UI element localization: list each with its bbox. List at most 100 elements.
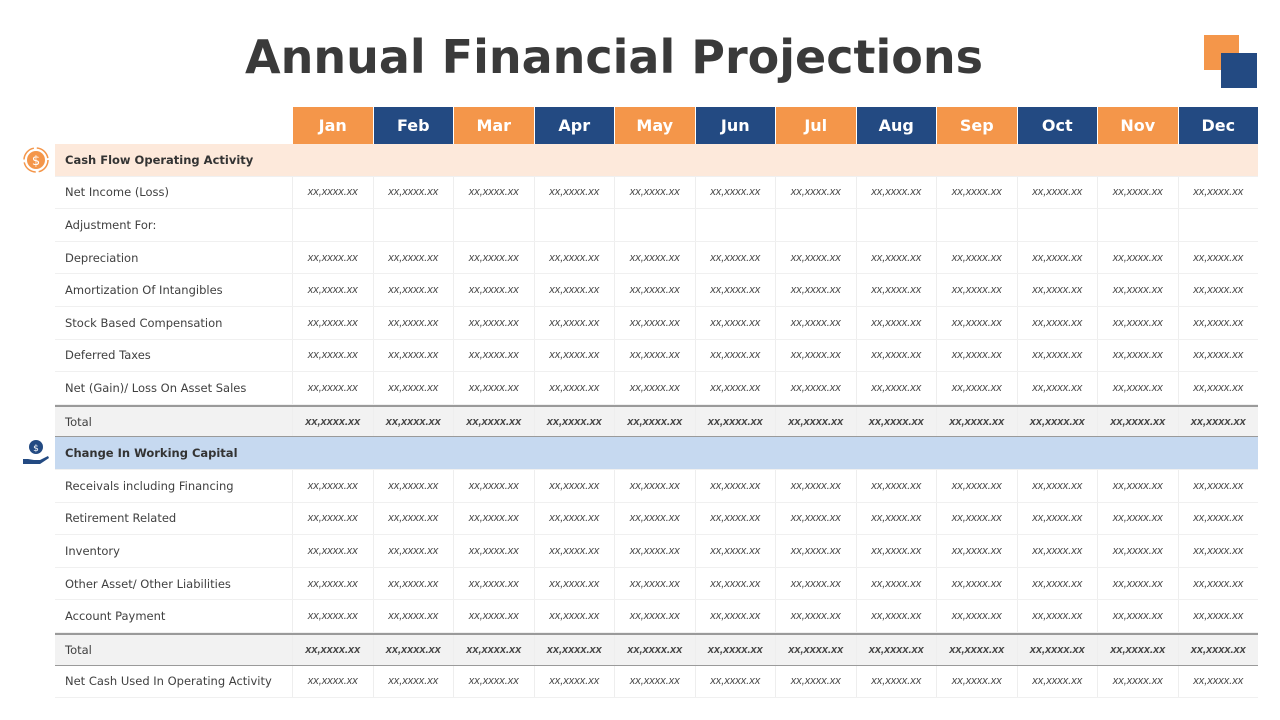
- value-cell: xx,xxxx.xx: [372, 241, 454, 274]
- value-cell: xx,xxxx.xx: [292, 372, 373, 404]
- value-cell: xx,xxxx.xx: [292, 600, 373, 632]
- value-cell: [1177, 209, 1259, 241]
- value-cell: [292, 209, 373, 241]
- value-cell: xx,xxxx.xx: [453, 469, 534, 502]
- value-cell: xx,xxxx.xx: [1097, 274, 1178, 306]
- value-cell: xx,xxxx.xx: [614, 339, 695, 372]
- value-cell: xx,xxxx.xx: [1097, 339, 1178, 372]
- value-cell: xx,xxxx.xx: [453, 502, 534, 535]
- value-cell: xx,xxxx.xx: [372, 274, 454, 306]
- month-header: Aug: [855, 107, 936, 144]
- value-cell: xx,xxxx.xx: [694, 339, 776, 372]
- value-cell: xx,xxxx.xx: [855, 339, 937, 372]
- value-cell: xx,xxxx.xx: [855, 274, 937, 306]
- month-header: Apr: [533, 107, 614, 144]
- value-cell: xx,xxxx.xx: [694, 372, 776, 404]
- month-header: Jul: [775, 107, 856, 144]
- value-cell: xx,xxxx.xx: [614, 567, 695, 600]
- value-cell: xx,xxxx.xx: [1177, 665, 1259, 698]
- value-cell: xx,xxxx.xx: [855, 634, 937, 665]
- value-cell: [533, 209, 615, 241]
- value-cell: xx,xxxx.xx: [775, 274, 856, 306]
- value-cell: xx,xxxx.xx: [855, 406, 937, 437]
- value-cell: xx,xxxx.xx: [936, 406, 1017, 437]
- value-cell: [936, 209, 1017, 241]
- hand-coin-icon: $: [22, 439, 50, 467]
- value-cell: xx,xxxx.xx: [1177, 535, 1259, 567]
- month-header: Mar: [453, 107, 534, 144]
- row-label: Receivals including Financing: [65, 478, 234, 493]
- dollar-cycle-icon: $: [22, 146, 50, 174]
- value-cell: xx,xxxx.xx: [936, 535, 1017, 567]
- value-cell: xx,xxxx.xx: [1016, 339, 1098, 372]
- value-cell: xx,xxxx.xx: [614, 176, 695, 209]
- value-cell: xx,xxxx.xx: [1177, 406, 1259, 437]
- value-cell: xx,xxxx.xx: [533, 306, 615, 339]
- table-row: Net (Gain)/ Loss On Asset Sales xx,xxxx.x…: [55, 372, 1258, 405]
- row-label: Net Cash Used In Operating Activity: [65, 674, 272, 689]
- value-cell: xx,xxxx.xx: [855, 372, 937, 404]
- value-cell: [855, 209, 937, 241]
- month-header: Dec: [1177, 107, 1258, 144]
- value-cell: xx,xxxx.xx: [855, 535, 937, 567]
- value-cell: xx,xxxx.xx: [694, 535, 776, 567]
- value-cell: xx,xxxx.xx: [1016, 634, 1098, 665]
- value-cell: xx,xxxx.xx: [694, 469, 776, 502]
- value-cell: xx,xxxx.xx: [1097, 567, 1178, 600]
- value-cell: xx,xxxx.xx: [453, 600, 534, 632]
- value-cell: xx,xxxx.xx: [533, 600, 615, 632]
- value-cell: xx,xxxx.xx: [694, 665, 776, 698]
- value-cell: [372, 209, 454, 241]
- value-cell: xx,xxxx.xx: [533, 502, 615, 535]
- value-cell: xx,xxxx.xx: [372, 372, 454, 404]
- section-header: $ Cash Flow Operating Activity: [23, 144, 1258, 177]
- value-cell: xx,xxxx.xx: [775, 567, 856, 600]
- svg-text:$: $: [32, 154, 40, 169]
- value-cell: xx,xxxx.xx: [614, 274, 695, 306]
- month-header: Sep: [936, 107, 1017, 144]
- value-cell: xx,xxxx.xx: [1016, 406, 1098, 437]
- value-cell: xx,xxxx.xx: [1097, 600, 1178, 632]
- value-cell: xx,xxxx.xx: [1177, 469, 1259, 502]
- value-cell: xx,xxxx.xx: [775, 339, 856, 372]
- month-header: May: [614, 107, 695, 144]
- value-cell: xx,xxxx.xx: [292, 306, 373, 339]
- total-row: Total xx,xxxx.xx xx,xxxx.xx xx,xxxx.xx xx,xx…: [55, 404, 1259, 438]
- table-row: Adjustment For:: [55, 209, 1258, 242]
- table-row: Deferred Taxes xx,xxxx.xx xx,xxxx.xx xx,xxx…: [55, 339, 1259, 373]
- value-cell: xx,xxxx.xx: [1097, 502, 1178, 535]
- value-cell: [614, 209, 695, 241]
- value-cell: xx,xxxx.xx: [292, 339, 373, 372]
- value-cell: xx,xxxx.xx: [775, 665, 856, 698]
- decorative-blue-square: [1221, 53, 1257, 88]
- value-cell: xx,xxxx.xx: [614, 469, 695, 502]
- value-cell: [1016, 209, 1098, 241]
- value-cell: [453, 209, 534, 241]
- value-cell: xx,xxxx.xx: [533, 241, 615, 274]
- value-cell: xx,xxxx.xx: [614, 634, 695, 665]
- net-cash-row: Net Cash Used In Operating Activity xx,xx…: [55, 665, 1259, 699]
- value-cell: xx,xxxx.xx: [694, 567, 776, 600]
- value-cell: xx,xxxx.xx: [1097, 241, 1178, 274]
- value-cell: [694, 209, 776, 241]
- value-cell: xx,xxxx.xx: [936, 502, 1017, 535]
- section-header: $ Change In Working Capital: [23, 437, 1258, 470]
- row-label: Depreciation: [65, 250, 139, 265]
- table-row: Amortization Of Intangibles xx,xxxx.xx xx,…: [55, 274, 1258, 307]
- value-cell: xx,xxxx.xx: [292, 406, 373, 437]
- value-cell: xx,xxxx.xx: [453, 176, 534, 209]
- value-cell: xx,xxxx.xx: [1177, 339, 1259, 372]
- value-cell: xx,xxxx.xx: [453, 274, 534, 306]
- value-cell: xx,xxxx.xx: [1097, 535, 1178, 567]
- month-header: Jan: [292, 107, 373, 144]
- value-cell: xx,xxxx.xx: [372, 535, 454, 567]
- value-cell: xx,xxxx.xx: [1097, 306, 1178, 339]
- value-cell: xx,xxxx.xx: [372, 176, 454, 209]
- value-cell: xx,xxxx.xx: [855, 176, 937, 209]
- value-cell: xx,xxxx.xx: [533, 274, 615, 306]
- value-cell: xx,xxxx.xx: [1016, 665, 1098, 698]
- value-cell: xx,xxxx.xx: [775, 372, 856, 404]
- value-cell: xx,xxxx.xx: [694, 176, 776, 209]
- table-row: Stock Based Compensation xx,xxxx.xx xx,xxx…: [55, 306, 1258, 340]
- row-label: Deferred Taxes: [65, 348, 151, 363]
